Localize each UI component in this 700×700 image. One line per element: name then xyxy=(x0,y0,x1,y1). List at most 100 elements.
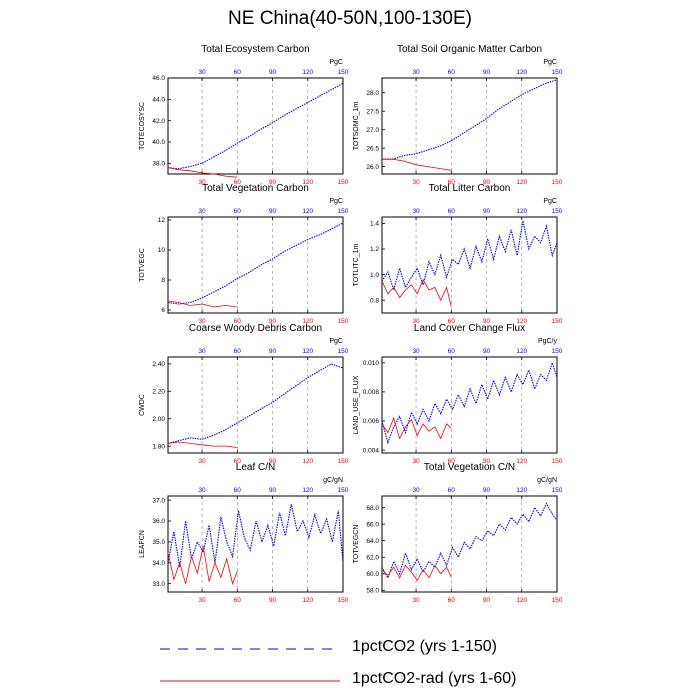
bottom-tick-label-totvegcn-150: 150 xyxy=(552,597,563,604)
legend-label-1pctco2: 1pctCO2 (yrs 1-150) xyxy=(352,638,497,655)
y-axis-label-totecosysc: TOTECOSYSC xyxy=(139,102,146,150)
plot-frame-totlitc-1m xyxy=(381,216,558,314)
bottom-tick-label-leafcn-120: 120 xyxy=(302,597,313,604)
top-tick-label-cwdc-60: 60 xyxy=(234,348,242,355)
y-tick-label-leafcn-37.0: 37.0 xyxy=(152,497,165,504)
top-tick-label-totecosysc-30: 30 xyxy=(198,69,206,76)
top-tick-label-totecosysc-120: 120 xyxy=(302,69,313,76)
bottom-tick-label-totlitc-1m-60: 60 xyxy=(448,318,456,325)
plot-frame-leafcn xyxy=(167,495,344,593)
series-1pctco2-totlitc-1m xyxy=(381,220,558,292)
top-tick-label-totvegcn-60: 60 xyxy=(448,487,456,494)
y-tick-label-totvegcn-58.0: 58.0 xyxy=(366,588,379,595)
top-tick-label-land-use-flux-90: 90 xyxy=(483,348,491,355)
top-tick-label-totlitc-1m-30: 30 xyxy=(412,208,420,215)
y-tick-label-totvegc-8: 8 xyxy=(161,277,165,284)
y-tick-label-totecosysc-40.0: 40.0 xyxy=(152,139,165,146)
bottom-tick-label-leafcn-90: 90 xyxy=(269,597,277,604)
y-axis-label-land-use-flux: LAND_USE_FLUX xyxy=(353,375,360,434)
panel-title-totsomc-1m: Total Soil Organic Matter Carbon xyxy=(397,44,542,55)
bottom-tick-label-totsomc-1m-150: 150 xyxy=(552,179,563,186)
top-tick-label-totvegc-120: 120 xyxy=(302,208,313,215)
bottom-tick-label-cwdc-90: 90 xyxy=(269,458,277,465)
top-tick-label-totvegc-30: 30 xyxy=(198,208,206,215)
y-tick-label-totecosysc-42.0: 42.0 xyxy=(152,118,165,125)
plot-frame-land-use-flux xyxy=(381,356,558,454)
bottom-tick-label-totvegc-150: 150 xyxy=(338,318,349,325)
bottom-tick-label-totvegc-120: 120 xyxy=(302,318,313,325)
series-1pctco2-rad-leafcn xyxy=(167,546,238,586)
bottom-tick-label-cwdc-120: 120 xyxy=(302,458,313,465)
plot-frame-totsomc-1m xyxy=(381,77,558,175)
y-tick-label-totlitc-1m-1.0: 1.0 xyxy=(370,272,379,279)
series-1pctco2-rad-totvegcn xyxy=(381,564,452,582)
plot-frame-totvegcn xyxy=(381,495,558,593)
top-tick-label-totsomc-1m-60: 60 xyxy=(448,69,456,76)
bottom-tick-label-totvegcn-30: 30 xyxy=(412,597,420,604)
plot-frame-totecosysc xyxy=(167,77,344,175)
series-1pctco2-cwdc xyxy=(167,363,344,444)
y-axis-label-leafcn: LEAFCN xyxy=(139,530,146,558)
y-tick-label-totvegc-10: 10 xyxy=(158,247,166,254)
series-1pctco2-land-use-flux xyxy=(381,361,558,445)
y-tick-label-leafcn-36.0: 36.0 xyxy=(152,518,165,525)
bottom-tick-label-leafcn-150: 150 xyxy=(338,597,349,604)
legend-label-1pctco2-rad: 1pctCO2-rad (yrs 1-60) xyxy=(352,670,517,687)
panel-title-cwdc: Coarse Woody Debris Carbon xyxy=(189,323,322,334)
unit-label-totsomc-1m: PgC xyxy=(543,59,557,66)
y-tick-label-totsomc-1m-26.5: 26.5 xyxy=(366,145,379,152)
top-tick-label-totlitc-1m-90: 90 xyxy=(483,208,491,215)
bottom-tick-label-leafcn-30: 30 xyxy=(198,597,206,604)
series-1pctco2-totecosysc xyxy=(167,82,344,170)
top-tick-label-leafcn-30: 30 xyxy=(198,487,206,494)
y-tick-label-totecosysc-38.0: 38.0 xyxy=(152,161,165,168)
y-tick-label-cwdc-2.00: 2.00 xyxy=(152,416,165,423)
top-tick-label-cwdc-120: 120 xyxy=(302,348,313,355)
unit-label-land-use-flux: PgC/y xyxy=(538,338,558,345)
series-1pctco2-rad-land-use-flux xyxy=(381,416,452,440)
top-tick-label-leafcn-150: 150 xyxy=(338,487,349,494)
top-tick-label-totecosysc-90: 90 xyxy=(269,69,277,76)
y-axis-label-totlitc-1m: TOTLITC_1m xyxy=(353,244,360,287)
bottom-tick-label-totecosysc-30: 30 xyxy=(198,179,206,186)
y-tick-label-totecosysc-46.0: 46.0 xyxy=(152,75,165,82)
bottom-tick-label-totecosysc-60: 60 xyxy=(234,179,242,186)
top-tick-label-cwdc-30: 30 xyxy=(198,348,206,355)
bottom-tick-label-totsomc-1m-90: 90 xyxy=(483,179,491,186)
bottom-tick-label-totvegc-30: 30 xyxy=(198,318,206,325)
bottom-tick-label-totvegcn-120: 120 xyxy=(516,597,527,604)
y-tick-label-totvegcn-62.0: 62.0 xyxy=(366,554,379,561)
top-tick-label-cwdc-90: 90 xyxy=(269,348,277,355)
y-axis-label-totvegcn: TOTVEGCN xyxy=(353,525,360,564)
panel-title-totecosysc: Total Ecosystem Carbon xyxy=(201,44,309,55)
y-tick-label-cwdc-1.80: 1.80 xyxy=(152,443,165,450)
y-tick-label-totvegcn-64.0: 64.0 xyxy=(366,538,379,545)
top-tick-label-totvegcn-150: 150 xyxy=(552,487,563,494)
y-tick-label-leafcn-33.0: 33.0 xyxy=(152,581,165,588)
top-tick-label-totvegcn-90: 90 xyxy=(483,487,491,494)
y-tick-label-totlitc-1m-1.4: 1.4 xyxy=(370,221,379,228)
panel-title-totlitc-1m: Total Litter Carbon xyxy=(429,183,511,194)
y-tick-label-totvegcn-60.0: 60.0 xyxy=(366,571,379,578)
bottom-tick-label-land-use-flux-60: 60 xyxy=(448,458,456,465)
y-tick-label-totvegcn-68.0: 68.0 xyxy=(366,505,379,512)
bottom-tick-label-land-use-flux-120: 120 xyxy=(516,458,527,465)
top-tick-label-totsomc-1m-150: 150 xyxy=(552,69,563,76)
top-tick-label-land-use-flux-120: 120 xyxy=(516,348,527,355)
y-axis-label-totvegc: TOTVEGC xyxy=(139,248,146,282)
bottom-tick-label-totlitc-1m-120: 120 xyxy=(516,318,527,325)
bottom-tick-label-land-use-flux-90: 90 xyxy=(483,458,491,465)
bottom-tick-label-totsomc-1m-30: 30 xyxy=(412,179,420,186)
top-tick-label-leafcn-90: 90 xyxy=(269,487,277,494)
bottom-tick-label-totvegc-90: 90 xyxy=(269,318,277,325)
y-tick-label-totecosysc-44.0: 44.0 xyxy=(152,97,165,104)
y-tick-label-cwdc-2.40: 2.40 xyxy=(152,361,165,368)
bottom-tick-label-cwdc-150: 150 xyxy=(338,458,349,465)
y-tick-label-totlitc-1m-1.2: 1.2 xyxy=(370,246,379,253)
panel-title-totvegc: Total Vegetation Carbon xyxy=(202,183,309,194)
bottom-tick-label-land-use-flux-30: 30 xyxy=(412,458,420,465)
bottom-tick-label-totvegc-60: 60 xyxy=(234,318,242,325)
y-tick-label-land-use-flux-0.004: 0.004 xyxy=(363,447,380,454)
series-1pctco2-totvegc xyxy=(167,222,344,305)
bottom-tick-label-leafcn-60: 60 xyxy=(234,597,242,604)
